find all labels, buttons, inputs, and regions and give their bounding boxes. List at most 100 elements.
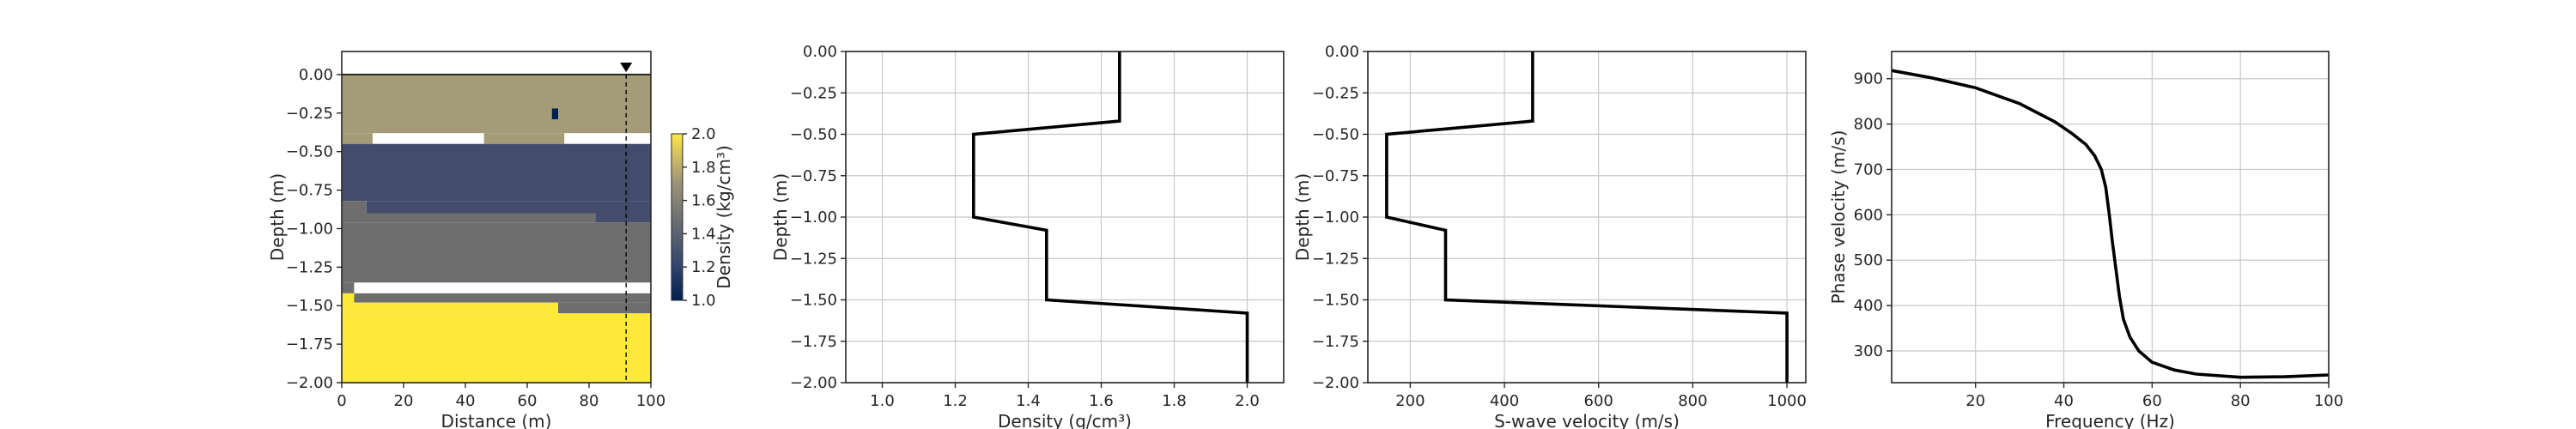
vs-profile-panel: 200 400 600 800 1000 0.00 −0.25 −0.50 −0.75 −1.00… — [1292, 43, 1807, 429]
x-axis-label: S-wave velocity (m/s) — [1494, 411, 1680, 429]
dispersion-curve-panel: 20 40 60 80 100 300 400 500 600 700 800 900 Frequenc… — [1828, 51, 2343, 429]
y-tick-label: −0.50 — [790, 126, 837, 144]
layer-cell-3-2 — [342, 293, 355, 303]
y-tick-label: 0.00 — [1325, 43, 1359, 61]
y-tick-label: −2.00 — [790, 374, 837, 392]
y-tick-label: 0.00 — [299, 66, 333, 84]
x-tick-label: 80 — [580, 392, 599, 410]
layer-cell-1-4 — [595, 213, 651, 223]
y-axis-label: Depth (m) — [770, 173, 791, 261]
density-profile-panel: 1.0 1.2 1.4 1.6 1.8 2.0 0.00 −0.25 −0.50 −0.75 −1.… — [770, 43, 1285, 429]
layer-cell-3-1 — [342, 302, 558, 314]
colorbar-label: Density (kg/cm³) — [714, 145, 734, 289]
series-line — [1385, 51, 1789, 383]
layer-cell-0-1 — [342, 133, 373, 144]
x-tick-label: 60 — [2142, 392, 2162, 410]
y-axis-label: Depth (m) — [1292, 173, 1313, 261]
x-tick-label: 40 — [456, 392, 476, 410]
y-tick-label: −1.75 — [790, 333, 837, 351]
colorbar-tick-label: 1.0 — [691, 292, 716, 310]
layer-cell-0-0 — [342, 74, 651, 134]
x-tick-label: 200 — [1395, 392, 1425, 410]
layer-cell-2-1 — [342, 213, 596, 223]
y-tick-label: −1.00 — [790, 208, 837, 227]
plot-frame — [1891, 51, 2330, 384]
y-tick-label: −1.25 — [1312, 250, 1359, 268]
y-tick-label: −1.50 — [790, 292, 837, 310]
receiver-marker — [620, 63, 633, 72]
y-tick-label: −1.75 — [1312, 333, 1359, 351]
layer-cell-2-5 — [558, 302, 651, 314]
x-axis-label: Distance (m) — [441, 411, 552, 429]
series-line — [1891, 69, 2330, 379]
colorbar-tick-label: 2.0 — [691, 125, 716, 143]
y-tick-label: −0.25 — [1312, 84, 1359, 102]
y-tick-label: −0.25 — [286, 105, 333, 123]
y-tick-label: −0.25 — [790, 84, 837, 102]
x-tick-label: 20 — [1965, 392, 1985, 410]
x-tick-label: 1.0 — [870, 392, 895, 410]
y-tick-label: −0.50 — [1312, 126, 1359, 144]
layer-cell-2-0 — [342, 201, 367, 214]
x-tick-label: 0 — [337, 392, 346, 410]
colorbar-tick-label: 1.4 — [691, 225, 716, 243]
x-axis-label: Density (g/cm³) — [998, 411, 1132, 429]
y-tick-label: 0.00 — [803, 43, 837, 61]
y-tick-label: −1.50 — [286, 297, 333, 315]
x-tick-label: 800 — [1678, 392, 1707, 410]
y-tick-label: −0.75 — [790, 167, 837, 185]
y-axis-label: Phase velocity (m/s) — [1828, 130, 1849, 305]
y-tick-label: −2.00 — [286, 374, 333, 392]
plot-frame — [341, 51, 652, 384]
layer-cell-2-3 — [342, 282, 355, 293]
y-tick-label: 600 — [1854, 206, 1883, 224]
y-tick-label: 900 — [1854, 70, 1883, 88]
x-tick-label: 1000 — [1767, 392, 1807, 410]
y-tick-label: −0.75 — [286, 182, 333, 200]
y-tick-label: −0.75 — [1312, 167, 1359, 185]
y-tick-label: −2.00 — [1312, 374, 1359, 392]
colorbar-tick-label: 1.8 — [691, 159, 716, 177]
x-axis-label: Frequency (Hz) — [2045, 411, 2175, 429]
layer-cell-4-0 — [551, 108, 558, 119]
x-tick-label: 100 — [2314, 392, 2343, 410]
colorbar — [671, 133, 683, 301]
layer-cell-3-0 — [342, 313, 651, 383]
series-line — [972, 51, 1249, 383]
x-tick-label: 1.8 — [1162, 392, 1187, 410]
layer-cell-0-2 — [483, 133, 565, 144]
y-tick-label: −1.75 — [286, 335, 333, 353]
air-gap — [342, 51, 651, 75]
layer-cell-2-4 — [342, 293, 651, 303]
y-tick-label: 800 — [1854, 116, 1883, 134]
y-tick-label: −0.50 — [286, 143, 333, 161]
y-tick-label: 500 — [1854, 251, 1883, 269]
layer-cell-2-2 — [342, 222, 651, 283]
x-tick-label: 1.6 — [1089, 392, 1114, 410]
x-tick-label: 40 — [2054, 392, 2074, 410]
layer-cell-1-2 — [342, 143, 651, 202]
y-tick-label: −1.25 — [790, 250, 837, 268]
x-tick-label: 60 — [518, 392, 538, 410]
x-tick-label: 400 — [1490, 392, 1519, 410]
x-tick-label: 1.4 — [1016, 392, 1041, 410]
y-tick-label: −1.00 — [286, 220, 333, 238]
y-tick-label: −1.50 — [1312, 292, 1359, 310]
x-tick-label: 20 — [394, 392, 414, 410]
x-tick-label: 80 — [2231, 392, 2251, 410]
colorbar-tick-label: 1.2 — [691, 258, 716, 276]
y-tick-label: −1.25 — [286, 258, 333, 276]
y-axis-label: Depth (m) — [267, 173, 288, 261]
y-tick-label: 700 — [1854, 160, 1883, 178]
layer-cell-1-3 — [366, 201, 651, 214]
y-tick-label: 400 — [1854, 297, 1883, 315]
x-tick-label: 100 — [636, 392, 665, 410]
density-model-panel: 0 20 40 60 80 100 0.00 −0.25 −0.50 −0.75 −1.00 −1.2… — [267, 51, 734, 429]
colorbar-tick-label: 1.6 — [691, 192, 716, 210]
y-tick-label: 300 — [1854, 342, 1883, 360]
x-tick-label: 2.0 — [1235, 392, 1260, 410]
y-tick-label: −1.00 — [1312, 208, 1359, 227]
x-tick-label: 1.2 — [943, 392, 968, 410]
x-tick-label: 600 — [1584, 392, 1613, 410]
